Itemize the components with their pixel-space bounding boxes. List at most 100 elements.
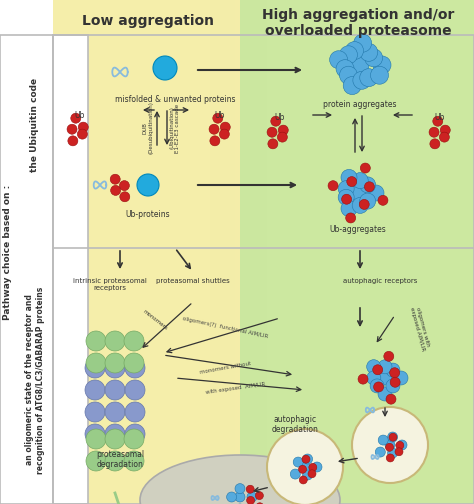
Bar [217,0,218,504]
Circle shape [396,442,404,450]
Circle shape [256,503,264,504]
Bar [233,0,234,504]
Circle shape [373,56,391,74]
Circle shape [365,182,374,192]
Bar [258,0,259,504]
Circle shape [352,407,428,483]
Circle shape [336,59,354,78]
Bar [237,0,238,504]
Bar [250,0,251,504]
Circle shape [86,429,106,449]
Bar [224,0,225,504]
Circle shape [328,180,338,191]
Text: Ub: Ub [215,110,225,119]
Circle shape [85,402,105,422]
Bar [264,0,265,504]
Circle shape [210,136,220,146]
Circle shape [352,172,368,188]
Circle shape [378,360,392,374]
Circle shape [77,129,87,139]
Text: Ub: Ub [275,113,285,122]
Circle shape [389,433,397,441]
Circle shape [125,380,145,400]
Text: DUB
(Desubiquitination): DUB (Desubiquitination) [143,102,154,154]
Text: the Ubiquitin code: the Ubiquitin code [30,78,39,172]
Bar [261,0,262,504]
Circle shape [347,176,357,186]
Circle shape [271,116,281,126]
Circle shape [365,49,383,67]
Circle shape [86,451,106,471]
Text: High aggregation and/or
overloaded proteasome: High aggregation and/or overloaded prote… [262,8,454,38]
Circle shape [312,462,322,472]
Circle shape [67,124,77,134]
Circle shape [110,174,120,184]
Text: oligomers with
exposed AIM/LIR: oligomers with exposed AIM/LIR [409,305,431,351]
Circle shape [371,66,389,84]
Bar [53,248,240,504]
Bar [239,0,240,504]
Bar [260,0,261,504]
Circle shape [268,139,278,149]
Text: intrinsic proteasomal
receptors: intrinsic proteasomal receptors [73,278,147,291]
Bar [254,0,255,504]
Circle shape [86,331,106,351]
Circle shape [299,465,307,473]
Circle shape [85,380,105,400]
Bar [218,0,219,504]
Text: proteasomal shuttles: proteasomal shuttles [156,278,230,284]
Bar [251,0,252,504]
Circle shape [86,353,106,373]
Bar [262,0,263,504]
Circle shape [354,34,372,52]
Circle shape [390,377,400,387]
Bar [53,35,474,504]
Text: Low aggregation: Low aggregation [82,14,214,28]
Circle shape [124,331,144,351]
Circle shape [137,174,159,196]
Circle shape [439,132,449,142]
Circle shape [375,447,385,457]
Circle shape [346,42,364,59]
Circle shape [360,193,376,209]
Circle shape [360,163,370,173]
Text: Ub-proteins: Ub-proteins [126,210,170,219]
Bar [231,0,232,504]
Circle shape [78,122,88,132]
Bar [240,0,241,504]
Bar [238,0,239,504]
Circle shape [235,484,245,493]
Bar [215,0,216,504]
Bar [259,0,260,504]
Bar [235,0,236,504]
Circle shape [246,485,254,493]
Circle shape [119,180,129,191]
Bar [236,0,237,504]
Circle shape [367,371,381,385]
Bar [234,0,235,504]
Circle shape [341,201,357,217]
Circle shape [124,451,144,471]
Bar [240,248,474,504]
Bar [228,0,229,504]
Bar [263,0,264,504]
Text: (Ubiquitination)
E1-E2-E3 cascade: (Ubiquitination) E1-E2-E3 cascade [170,103,181,153]
Bar [265,0,266,504]
Circle shape [367,360,381,373]
Circle shape [302,470,312,480]
Text: Ub-aggregates: Ub-aggregates [329,225,386,234]
Circle shape [302,455,310,463]
Circle shape [219,129,229,139]
Circle shape [125,402,145,422]
Bar [246,0,247,504]
Circle shape [395,448,403,456]
Circle shape [105,353,125,373]
Circle shape [351,56,369,74]
Bar [249,0,250,504]
Text: with exposed  AIM/LIR: with exposed AIM/LIR [205,382,265,395]
Circle shape [384,351,394,361]
Circle shape [85,358,105,378]
Circle shape [378,196,388,205]
Bar [240,0,474,248]
Circle shape [342,194,352,204]
